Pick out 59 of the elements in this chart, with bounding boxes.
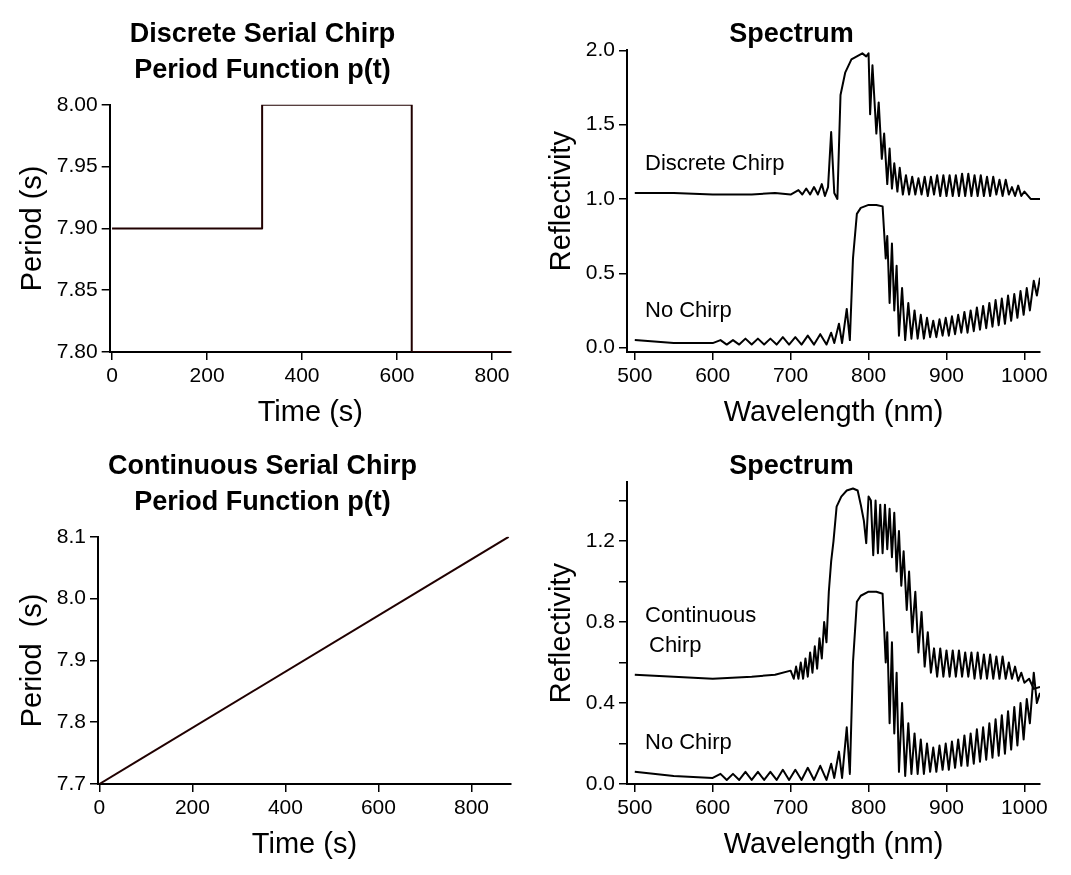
y-tick-label: 7.90 — [56, 215, 98, 239]
y-tick-label: 8.0 — [56, 585, 86, 609]
x-tick-label: 1000 — [1001, 363, 1048, 387]
x-axis-title: Time (s) — [257, 394, 363, 427]
y-tick-label: 7.85 — [56, 277, 98, 300]
x-tick-label: 400 — [284, 363, 320, 387]
x-tick-label: 1000 — [1001, 795, 1048, 819]
x-tick-label: 700 — [773, 363, 809, 387]
chart-title: Spectrum — [729, 17, 854, 48]
y-tick-label: 8.1 — [56, 523, 86, 547]
series-label: Discrete Chirp — [644, 150, 785, 176]
y-axis-title: Reflectivity — [544, 130, 577, 272]
x-tick-label: 500 — [617, 363, 653, 387]
x-tick-label: 200 — [189, 363, 225, 387]
y-tick-label: 2.0 — [585, 37, 615, 61]
x-tick-label: 0 — [106, 363, 118, 387]
y-tick-label: 0.0 — [585, 334, 615, 358]
x-tick-label: 900 — [928, 795, 965, 819]
y-tick-label: 0.0 — [585, 770, 615, 794]
y-tick-label: 1.2 — [585, 527, 615, 551]
y-tick-label: 7.8 — [56, 709, 86, 732]
y-axis-title: Period (s) — [15, 593, 48, 728]
y-tick-label: 8.00 — [56, 91, 98, 115]
chart-title: Spectrum — [729, 449, 854, 480]
x-tick-label: 900 — [928, 363, 965, 387]
chart-subtitle: Period Function p(t) — [134, 486, 391, 517]
x-axis-title: Wavelength (nm) — [723, 826, 944, 859]
x-tick-label: 200 — [174, 795, 210, 819]
y-tick-label: 7.9 — [56, 647, 86, 671]
x-tick-label: 400 — [267, 795, 303, 819]
y-axis-title: Reflectivity — [544, 562, 577, 704]
x-tick-label: 700 — [773, 795, 809, 819]
y-axis-title: Period (s) — [15, 165, 48, 292]
x-tick-label: 600 — [695, 363, 731, 387]
y-tick-label: 7.7 — [56, 770, 86, 794]
y-tick-label: 0.8 — [585, 608, 615, 632]
series-label: No Chirp — [644, 297, 732, 323]
x-tick-label: 0 — [93, 795, 106, 819]
x-tick-label: 500 — [617, 795, 653, 819]
y-tick-label: 1.0 — [585, 185, 615, 209]
y-tick-label: 7.95 — [56, 153, 98, 177]
chart-title: Continuous Serial Chirp — [107, 449, 418, 480]
x-tick-label: 800 — [851, 363, 887, 387]
x-axis-title: Time (s) — [251, 826, 358, 859]
y-tick-label: 7.80 — [56, 338, 98, 362]
y-tick-label: 0.5 — [585, 260, 615, 284]
x-tick-label: 800 — [453, 795, 489, 819]
x-tick-label: 800 — [851, 795, 887, 819]
series-label: No Chirp — [644, 728, 732, 754]
x-tick-label: 600 — [695, 795, 731, 819]
series-label: Continuous Chirp — [644, 601, 757, 657]
x-axis-title: Wavelength (nm) — [723, 394, 944, 427]
y-tick-label: 1.5 — [585, 111, 615, 135]
chart-title: Discrete Serial Chirp — [129, 17, 396, 48]
x-tick-label: 600 — [360, 795, 396, 819]
x-tick-label: 800 — [474, 363, 510, 387]
y-tick-label: 0.4 — [585, 689, 616, 713]
chart-subtitle: Period Function p(t) — [134, 54, 391, 85]
x-tick-label: 600 — [379, 363, 415, 387]
